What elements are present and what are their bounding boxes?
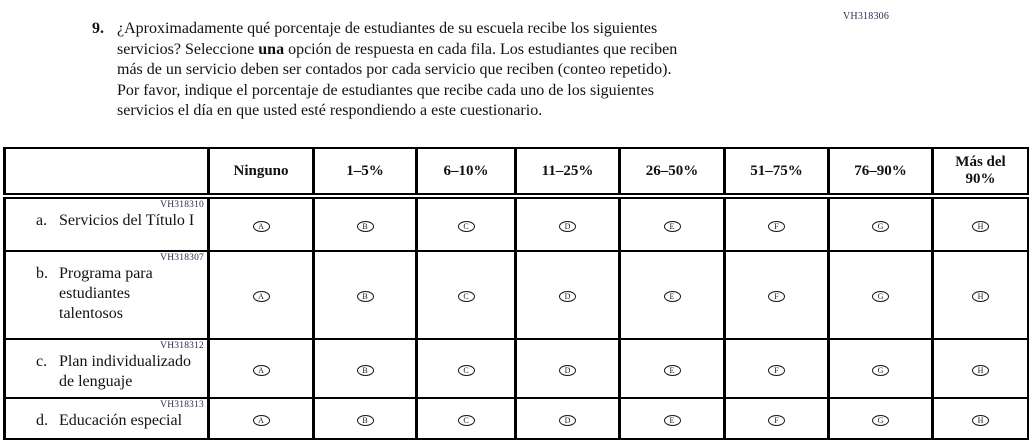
row-c-option-c[interactable]: C	[457, 364, 475, 376]
row-c-label: c. Plan individualizado de lenguaje	[36, 352, 204, 392]
column-header-11-25: 11–25%	[514, 147, 621, 199]
row-d-option-f[interactable]: F	[768, 414, 785, 426]
row-d-label-cell: VH318313 d. Educación especial	[3, 397, 210, 440]
row-b-option-c[interactable]: C	[457, 291, 475, 302]
row-a-option-g[interactable]: G	[872, 220, 889, 232]
row-d-option-b[interactable]: B	[356, 414, 374, 426]
row-d-option-c[interactable]: C	[457, 414, 475, 426]
column-header-6-10: 6–10%	[415, 147, 517, 199]
row-a-option-d[interactable]: D	[559, 220, 576, 232]
table-row-b: VH318307 b. Programa para estudiantes ta…	[3, 250, 1029, 340]
table-header-row: Ninguno 1–5% 6–10% 11–25% 26–50% 51–75% …	[3, 147, 1029, 199]
row-a-option-h[interactable]: H	[972, 220, 989, 232]
row-a-label: a. Servicios del Título I	[36, 211, 204, 231]
row-a-label-cell: VH318310 a. Servicios del Título I	[3, 195, 210, 252]
row-c-option-b[interactable]: B	[356, 364, 374, 376]
row-b-option-a[interactable]: A	[252, 291, 270, 302]
row-d-option-a[interactable]: A	[252, 414, 270, 426]
row-d-option-e[interactable]: E	[663, 414, 681, 426]
question-text-part1: ¿Aproximadamente qué porcentaje de estud…	[117, 20, 658, 58]
row-a-option-f[interactable]: F	[768, 220, 785, 232]
row-c-variable-code: VH318312	[160, 341, 204, 351]
row-b-option-b[interactable]: B	[356, 291, 374, 302]
row-b-label-cell: VH318307 b. Programa para estudiantes ta…	[3, 250, 210, 340]
row-b-variable-code: VH318307	[160, 253, 204, 263]
row-b-option-g[interactable]: G	[872, 291, 889, 302]
row-c-option-d[interactable]: D	[559, 364, 576, 376]
question-text-bold: una	[258, 40, 285, 58]
column-header-51-75: 51–75%	[723, 147, 830, 199]
row-a-letter: a.	[36, 212, 48, 229]
row-a-option-e[interactable]: E	[663, 220, 681, 232]
row-d-option-g[interactable]: G	[872, 414, 889, 426]
row-a-option-b[interactable]: B	[356, 220, 374, 232]
row-b-option-f[interactable]: F	[768, 291, 785, 302]
row-c-option-a[interactable]: A	[252, 364, 270, 376]
row-d-letter: d.	[36, 412, 48, 429]
row-a-text: Servicios del Título I	[59, 212, 195, 229]
row-a-option-c[interactable]: C	[457, 220, 475, 232]
table-row-c: VH318312 c. Plan individualizado de leng…	[3, 338, 1029, 399]
row-b-option-e[interactable]: E	[663, 291, 681, 302]
row-c-letter: c.	[36, 353, 48, 370]
row-c-label-cell: VH318312 c. Plan individualizado de leng…	[3, 338, 210, 399]
question-text: ¿Aproximadamente qué porcentaje de estud…	[117, 19, 677, 122]
table-row-a: VH318310 a. Servicios del Título I A B C…	[3, 195, 1029, 252]
row-d-variable-code: VH318313	[160, 400, 204, 410]
question-number: 9.	[92, 20, 104, 37]
column-header-ninguno: Ninguno	[207, 147, 315, 199]
row-a-variable-code: VH318310	[160, 200, 204, 210]
row-b-option-d[interactable]: D	[559, 291, 576, 302]
row-c-option-g[interactable]: G	[872, 364, 889, 376]
row-b-label: b. Programa para estudiantes talentosos	[36, 264, 204, 324]
question-text-part2: opción de respuesta en cada fila. Los es…	[117, 40, 678, 120]
column-header-1-5: 1–5%	[312, 147, 418, 199]
column-header-76-90: 76–90%	[827, 147, 934, 199]
row-c-option-f[interactable]: F	[768, 364, 785, 376]
row-d-label: d. Educación especial	[36, 411, 204, 431]
row-b-option-h[interactable]: H	[972, 291, 989, 302]
response-matrix-table: Ninguno 1–5% 6–10% 11–25% 26–50% 51–75% …	[3, 147, 1029, 440]
row-a-option-a[interactable]: A	[252, 220, 270, 232]
row-d-text: Educación especial	[59, 412, 183, 429]
header-empty-cell	[3, 147, 210, 199]
row-d-option-d[interactable]: D	[559, 414, 576, 426]
column-header-26-50: 26–50%	[618, 147, 726, 199]
row-d-option-h[interactable]: H	[972, 414, 989, 426]
row-b-letter: b.	[36, 265, 48, 282]
row-b-text: Programa para estudiantes talentosos	[59, 265, 153, 322]
question-block: 9. ¿Aproximadamente qué porcentaje de es…	[92, 19, 812, 122]
column-header-mas-del-90: Más del 90%	[931, 147, 1029, 199]
row-c-text: Plan individualizado de lenguaje	[59, 353, 191, 390]
row-c-option-e[interactable]: E	[663, 364, 681, 376]
table-row-d: VH318313 d. Educación especial A B C D E…	[3, 397, 1029, 440]
row-c-option-h[interactable]: H	[972, 364, 989, 376]
question-variable-code: VH318306	[843, 11, 890, 22]
